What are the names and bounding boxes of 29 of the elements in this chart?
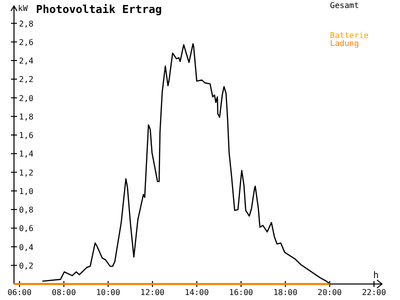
y-axis-title: kW: [18, 4, 28, 13]
y-tick-label: 0,2: [19, 261, 34, 270]
text: Gesamt: [330, 1, 360, 10]
y-tick-label: 2,4: [19, 56, 34, 66]
y-tick-label: 1,2: [19, 168, 34, 178]
x-axis-title: h: [373, 271, 379, 281]
y-tick-label: 0,6: [19, 224, 34, 234]
y-tick-label: 2,8: [19, 19, 34, 28]
x-tick-label: 08:00: [52, 288, 76, 297]
chart-title: Photovoltaik Ertrag: [36, 3, 162, 16]
x-tick-label: 14:00: [184, 288, 209, 297]
x-tick-label: 06:00: [7, 288, 32, 297]
y-tick-label: 1,0: [19, 186, 34, 196]
y-tick-label: 1,8: [19, 112, 34, 122]
y-tick-label: 2,2: [19, 75, 34, 84]
y-tick-label: 2,0: [19, 94, 34, 103]
x-tick-label: 18:00: [273, 288, 298, 297]
y-tick-label: 0,4: [19, 242, 34, 252]
x-tick-label: 10:00: [96, 288, 120, 297]
legend-label: Batterie: [330, 31, 369, 40]
x-tick-label: 22:00: [362, 288, 386, 297]
y-tick-label: 1,4: [19, 150, 34, 159]
y-tick-label: 2,6: [19, 38, 34, 47]
text: Ladung: [330, 39, 360, 48]
x-tick-label: 20:00: [318, 288, 342, 297]
y-tick-label: 0,8: [19, 206, 34, 215]
x-tick-label: 12:00: [140, 288, 165, 297]
x-tick-label: 16:00: [229, 288, 254, 297]
y-tick-label: 1,6: [19, 131, 34, 140]
